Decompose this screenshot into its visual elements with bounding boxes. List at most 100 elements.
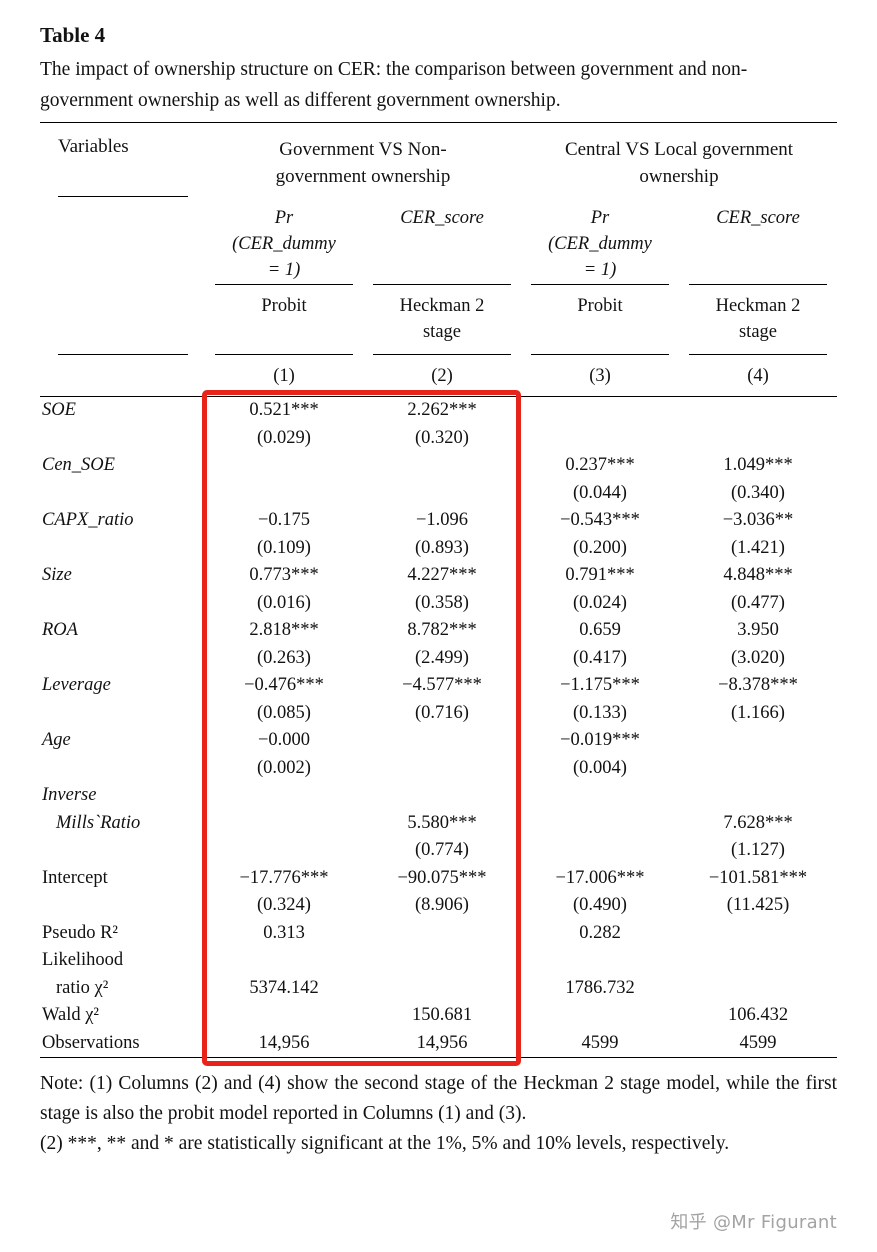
group-1-line-1: Government VS Non-	[279, 139, 447, 160]
data-cell: −1.175***	[560, 675, 640, 695]
method-col-1: Probit	[205, 285, 363, 355]
row-label: Likelihood	[42, 950, 124, 970]
note-1: Note: (1) Columns (2) and (4) show the s…	[40, 1073, 837, 1124]
data-cell: −3.036**	[722, 510, 794, 530]
header-rule	[373, 284, 511, 285]
data-cell: −0.543***	[560, 510, 640, 530]
data-cell: 150.681	[411, 1005, 473, 1025]
depvar-line: CER_score	[400, 208, 484, 228]
data-cell: 0.773***	[249, 565, 319, 585]
method-line: Heckman 2	[715, 296, 801, 316]
data-cell	[679, 920, 837, 948]
row-label: ratio χ²	[56, 977, 109, 998]
column-group-2: Central VS Local government ownership	[521, 123, 837, 197]
data-cell: (0.716)	[415, 702, 469, 723]
data-cell: (0.340)	[731, 482, 785, 503]
row-label	[40, 837, 205, 865]
method-col-2: Heckman 2 stage	[363, 285, 521, 355]
data-cell	[363, 782, 521, 810]
note-2: (2) ***, ** and * are statistically sign…	[40, 1133, 730, 1154]
group-2-line-1: Central VS Local government	[564, 139, 794, 160]
method-line: Probit	[577, 296, 623, 316]
row-label	[40, 700, 205, 728]
data-cell: 0.237***	[565, 455, 635, 475]
data-cell: −17.776***	[239, 867, 329, 888]
depvar-col-1: Pr (CER_dummy = 1)	[205, 197, 363, 285]
data-cell	[679, 397, 837, 425]
data-cell	[363, 947, 521, 975]
data-cell	[205, 480, 363, 508]
method-line: Heckman 2	[399, 296, 485, 316]
table-row: Intercept −17.776*** −90.075*** −17.006*** −…	[40, 865, 837, 893]
method-line: stage	[738, 322, 777, 342]
table-row: Leverage −0.476*** −4.577*** −1.175*** −8.37…	[40, 672, 837, 700]
data-cell	[521, 425, 679, 453]
data-cell: −0.476***	[244, 675, 324, 695]
data-cell: 1.049***	[723, 455, 793, 475]
data-cell: 2.818***	[249, 620, 319, 640]
table-row: Age −0.000 −0.019***	[40, 727, 837, 755]
data-cell	[679, 727, 837, 755]
data-cell	[205, 1002, 363, 1030]
header-method-row: Probit Heckman 2 stage Probit Heckman 2 …	[40, 285, 837, 355]
depvar-line: CER_score	[716, 208, 800, 228]
group-2-line-2: ownership	[639, 166, 719, 187]
data-cell	[679, 755, 837, 783]
data-cell: 0.659	[579, 620, 621, 640]
row-label: Size	[42, 565, 72, 585]
data-cell: 7.628***	[723, 812, 793, 833]
data-cell	[205, 452, 363, 480]
table-row: ROA 2.818*** 8.782*** 0.659 3.950	[40, 617, 837, 645]
table-row: (0.016) (0.358) (0.024) (0.477)	[40, 590, 837, 618]
data-cell: −101.581***	[708, 867, 808, 888]
data-cell: (1.421)	[731, 537, 785, 558]
data-cell: −17.006***	[555, 867, 645, 888]
row-label	[40, 645, 205, 673]
data-cell: 8.782***	[407, 620, 477, 640]
table-row: Inverse	[40, 782, 837, 810]
depvar-stub	[40, 197, 205, 285]
depvar-col-3: Pr (CER_dummy = 1)	[521, 197, 679, 285]
header-rule	[215, 354, 353, 355]
data-cell	[363, 920, 521, 948]
group-1-line-2: government ownership	[275, 166, 451, 187]
data-cell: (0.477)	[731, 592, 785, 613]
data-cell	[679, 975, 837, 1003]
table-row: (0.002) (0.004)	[40, 755, 837, 783]
row-label	[40, 535, 205, 563]
data-cell: −90.075***	[397, 867, 487, 888]
table-row: (0.044) (0.340)	[40, 480, 837, 508]
row-label: Mills`Ratio	[56, 812, 141, 833]
method-line: Probit	[261, 296, 307, 316]
table-row: SOE 0.521*** 2.262***	[40, 397, 837, 425]
header-rule	[689, 284, 827, 285]
data-cell	[679, 425, 837, 453]
table-row: Cen_SOE 0.237*** 1.049***	[40, 452, 837, 480]
data-cell: (0.029)	[257, 427, 311, 448]
data-cell: 4599	[581, 1032, 619, 1053]
data-cell: (0.200)	[573, 537, 627, 558]
row-label: ROA	[42, 620, 78, 640]
depvar-line: (CER_dummy	[232, 234, 336, 254]
depvar-col-4: CER_score	[679, 197, 837, 285]
data-cell: −1.096	[415, 510, 469, 530]
data-cell: 106.432	[727, 1005, 789, 1025]
depvar-col-2: CER_score	[363, 197, 521, 285]
header-rule	[215, 284, 353, 285]
data-cell	[363, 480, 521, 508]
data-cell: 4.227***	[407, 565, 477, 585]
row-label	[40, 755, 205, 783]
method-line: stage	[422, 322, 461, 342]
data-cell	[679, 782, 837, 810]
depvar-line: = 1)	[267, 260, 301, 280]
method-stub	[40, 285, 205, 355]
data-cell: −0.000	[257, 730, 311, 750]
header-rule	[373, 354, 511, 355]
data-cell: (0.893)	[415, 537, 469, 558]
data-cell: 14,956	[258, 1032, 310, 1053]
depvar-line: Pr	[274, 208, 294, 228]
table-body: SOE 0.521*** 2.262*** (0.029) (0.320) Cen_SOE…	[40, 397, 837, 1058]
table-row: (0.085) (0.716) (0.133) (1.166)	[40, 700, 837, 728]
data-cell: 4599	[739, 1032, 777, 1053]
